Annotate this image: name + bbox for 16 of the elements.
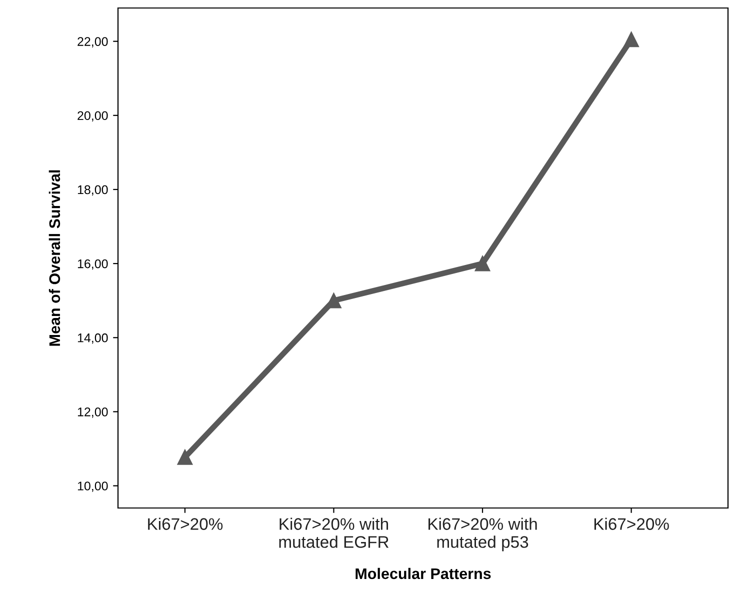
y-tick-label: 16,00 [78, 259, 108, 270]
point [177, 450, 193, 465]
point [624, 32, 639, 48]
point [474, 256, 490, 272]
y-tick-label: 10,00 [78, 482, 108, 492]
y-tick-label: 20,00 [78, 111, 108, 122]
x-axis-title: Molecular Patterns [356, 568, 491, 580]
x-tick-label: Ki67>20% with mutated p53 [428, 518, 537, 552]
x-tick-label: Ki67>20% [148, 518, 223, 530]
x-tick-label: Ki67>20% [594, 518, 669, 530]
y-tick-label: 14,00 [78, 333, 108, 344]
y-axis-title: Mean of Overall Survival [48, 170, 60, 346]
y-tick-label: 22,00 [78, 37, 108, 48]
y-tick-label: 12,00 [78, 408, 108, 418]
x-tick-label: Ki67>20% with mutated EGFR [279, 518, 389, 548]
y-tick-label: 18,00 [78, 185, 108, 196]
